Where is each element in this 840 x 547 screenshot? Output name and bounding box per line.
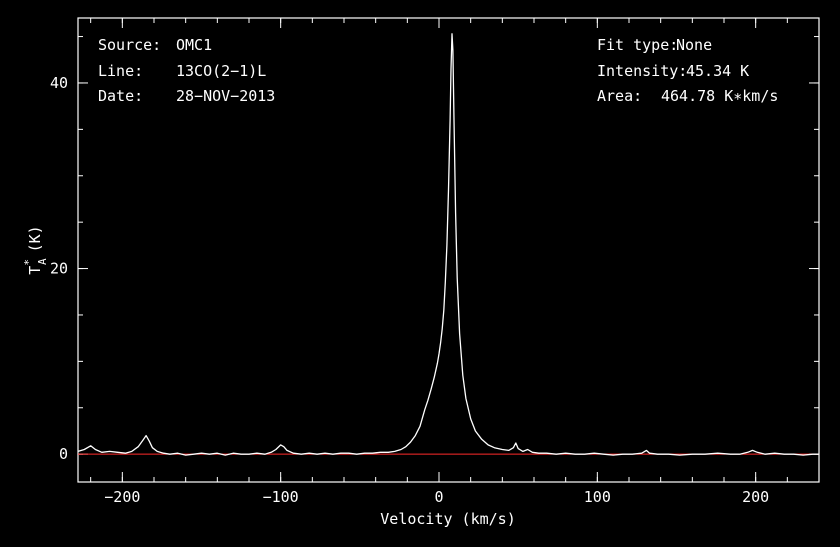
svg-text:T*A(K): T*A (K) xyxy=(22,225,49,274)
tick-labels: −200 −100 0 100 200 0 20 40 xyxy=(50,74,769,506)
info-date-value: 28−NOV−2013 xyxy=(176,87,275,105)
x-tick-label: 100 xyxy=(584,488,611,506)
info-right: Fit type: None Intensity: 45.34 K Area: … xyxy=(597,36,778,105)
info-area-value: 464.78 K∗km/s xyxy=(661,87,778,105)
plot-frame xyxy=(77,17,820,483)
info-source-label: Source: xyxy=(98,36,161,54)
info-area-label: Area: xyxy=(597,87,642,105)
info-intensity-value: 45.34 K xyxy=(686,62,749,80)
y-tick-label: 0 xyxy=(59,445,68,463)
info-intensity-label: Intensity: xyxy=(597,62,687,80)
info-fit-type-value: None xyxy=(676,36,712,54)
x-tick-label: −200 xyxy=(104,488,140,506)
info-date-label: Date: xyxy=(98,87,143,105)
y-axis-label-main: T xyxy=(26,266,44,275)
spectrum-line xyxy=(77,33,819,456)
y-tick-label: 40 xyxy=(50,74,68,92)
info-left: Source: OMC1 Line: 13CO(2−1)L Date: 28−N… xyxy=(98,36,275,105)
x-tick-label: 200 xyxy=(742,488,769,506)
info-line-value: 13CO(2−1)L xyxy=(176,62,266,80)
axis-ticks xyxy=(78,18,820,482)
y-axis-label-unit: (K) xyxy=(26,225,44,252)
info-source-value: OMC1 xyxy=(176,36,212,54)
info-line-label: Line: xyxy=(98,62,143,80)
y-axis-label: T*A (K) xyxy=(22,225,49,274)
x-axis-label: Velocity (km/s) xyxy=(380,510,515,528)
y-axis-label-sup: * xyxy=(22,259,35,266)
x-tick-label: 0 xyxy=(434,488,443,506)
x-tick-label: −100 xyxy=(263,488,299,506)
y-tick-label: 20 xyxy=(50,260,68,278)
y-axis-label-sub: A xyxy=(36,258,49,265)
info-fit-type-label: Fit type: xyxy=(597,36,678,54)
